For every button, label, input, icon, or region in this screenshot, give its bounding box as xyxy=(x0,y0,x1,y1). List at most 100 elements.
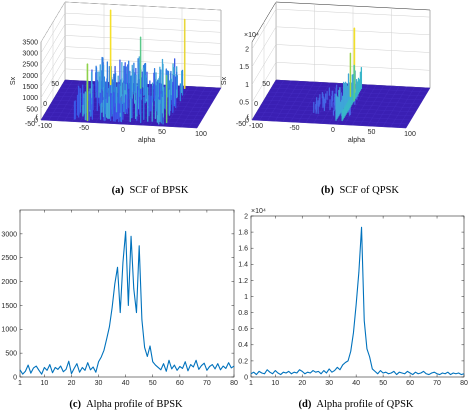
series-line xyxy=(250,226,465,376)
f-tick-label: 0 xyxy=(43,101,47,108)
caption-a: (a) SCF of BPSK xyxy=(112,185,189,196)
y-tick-label: 1000 xyxy=(1,327,17,334)
y-tick-label: 0.2 xyxy=(238,358,248,365)
z-tick-label: 2500 xyxy=(22,62,38,69)
x-tick-label: 30 xyxy=(325,380,333,387)
f-tick-label: 50 xyxy=(262,81,270,88)
surface-mesh-line xyxy=(254,115,409,125)
z-exponent-label: ×10⁴ xyxy=(244,32,259,39)
y-tick-label: 1500 xyxy=(1,303,17,310)
caption-a-letter: (a) xyxy=(112,185,125,196)
alpha-axis-label: alpha xyxy=(138,137,155,144)
surface-mesh-line xyxy=(256,111,411,121)
plot-frame xyxy=(250,215,465,378)
y-tick-label: 3000 xyxy=(1,231,17,238)
alpha-tick-label: -50 xyxy=(79,125,89,132)
y-tick-label: 0.8 xyxy=(238,310,248,317)
alpha-tick-label: -100 xyxy=(249,123,263,130)
z-axis-label: Sx xyxy=(10,76,17,85)
caption-b-text: SCF of QPSK xyxy=(339,185,399,196)
x-tick-label: 10 xyxy=(271,380,279,387)
surface-mesh-line xyxy=(40,119,198,129)
alpha-tick-label: -100 xyxy=(38,123,52,130)
f-axis-label: f xyxy=(36,115,38,122)
x-tick-label: 60 xyxy=(406,380,414,387)
x-tick-label: 1 xyxy=(18,380,22,387)
caption-c-letter: (c) xyxy=(69,399,81,410)
x-tick-label: 80 xyxy=(230,380,238,387)
panel-c-line-chart: 1 10 20 30 40 50 60 70 80 0 500 1000 1500 2000 2500 300… xyxy=(1,209,238,387)
z-tick-label: 1.5 xyxy=(239,64,249,71)
z-tick-label: 1500 xyxy=(22,84,38,91)
z-tick-label: 1 xyxy=(245,82,249,89)
y-exponent-label: ×10⁴ xyxy=(251,208,266,215)
y-tick-label: 2500 xyxy=(1,255,17,262)
x-tick-label: 70 xyxy=(203,380,211,387)
f-tick-label: 50 xyxy=(51,81,59,88)
x-tick-label: 80 xyxy=(460,380,468,387)
y-tick-label: 0.4 xyxy=(238,342,248,349)
caption-c-text: Alpha profile of BPSK xyxy=(86,399,183,410)
caption-d-text: Alpha profile of QPSK xyxy=(316,399,414,410)
x-tick-label: 40 xyxy=(352,380,360,387)
z-tick-label: 3000 xyxy=(22,51,38,58)
z-tick-label: 0 xyxy=(34,117,38,124)
alpha-tick-label: -50 xyxy=(289,125,299,132)
surface-mesh-line xyxy=(50,103,207,113)
alpha-tick-label: 50 xyxy=(368,129,376,136)
panel-d-line-chart: 1 10 20 30 40 50 60 70 80 0 0.2 0.4 0.6 0.8 1 1.2 1.4 1.6… xyxy=(238,208,468,387)
y-tick-label: 1.2 xyxy=(238,278,248,285)
caption-b: (b) SCF of QPSK xyxy=(321,185,399,196)
z-tick-label: 500 xyxy=(26,106,38,113)
y-tick-label: 1.4 xyxy=(238,262,248,269)
y-tick-label: 0 xyxy=(13,374,17,381)
z-tick-label: 0 xyxy=(245,117,249,124)
y-tick-label: 0.6 xyxy=(238,326,248,333)
z-tick-label: 0.5 xyxy=(239,100,249,107)
f-tick-label: -50 xyxy=(25,121,35,128)
alpha-tick-label: 50 xyxy=(158,129,166,136)
x-tick-label: 60 xyxy=(176,380,184,387)
alpha-axis-label: alpha xyxy=(348,137,365,144)
z-tick-label: 2 xyxy=(245,46,249,53)
alpha-tick-label: 0 xyxy=(331,127,335,134)
caption-c: (c) Alpha profile of BPSK xyxy=(69,399,183,410)
z-axis-label: Sx xyxy=(221,76,228,85)
caption-d: (d) Alpha profile of QPSK xyxy=(298,399,413,410)
plot-frame xyxy=(19,209,235,378)
y-tick-label: 2000 xyxy=(1,279,17,286)
z-tick-label: 1000 xyxy=(22,95,38,102)
y-tick-label: 2 xyxy=(244,213,248,220)
alpha-tick-label: 0 xyxy=(121,127,125,134)
x-tick-label: 10 xyxy=(40,380,48,387)
x-tick-label: 20 xyxy=(298,380,306,387)
x-tick-label: 1 xyxy=(249,380,253,387)
alpha-tick-label: 100 xyxy=(195,131,207,138)
y-tick-label: 0 xyxy=(244,374,248,381)
f-tick-label: -50 xyxy=(236,121,246,128)
y-tick-label: 1 xyxy=(244,294,248,301)
x-tick-label: 30 xyxy=(95,380,103,387)
surface-mesh-line xyxy=(251,119,407,129)
caption-b-letter: (b) xyxy=(321,185,334,196)
y-tick-label: 1.8 xyxy=(238,230,248,237)
surface-mesh-line xyxy=(55,95,212,105)
f-axis-label: f xyxy=(247,115,249,122)
x-tick-label: 70 xyxy=(433,380,441,387)
caption-d-letter: (d) xyxy=(298,399,311,410)
x-tick-label: 50 xyxy=(379,380,387,387)
f-tick-label: 0 xyxy=(254,101,258,108)
y-tick-label: 1.6 xyxy=(238,246,248,253)
alpha-tick-label: 100 xyxy=(404,131,416,138)
x-tick-label: 20 xyxy=(68,380,76,387)
z-tick-label: 2000 xyxy=(22,73,38,80)
x-tick-label: 40 xyxy=(122,380,130,387)
caption-a-text: SCF of BPSK xyxy=(129,185,188,196)
y-tick-label: 500 xyxy=(5,351,17,358)
x-tick-label: 50 xyxy=(149,380,157,387)
z-tick-label: 3500 xyxy=(22,39,38,46)
series-line xyxy=(19,230,235,375)
